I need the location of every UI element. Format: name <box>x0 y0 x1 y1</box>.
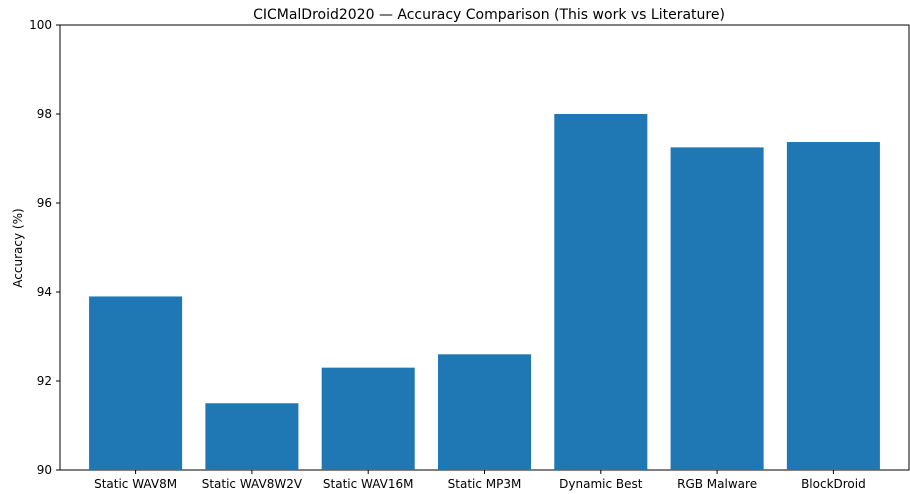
bar <box>89 296 183 470</box>
y-tick-label: 94 <box>37 285 52 299</box>
x-tick-label: Static MP3M <box>448 477 522 491</box>
y-axis-ticks: 90 92 94 96 98 100 <box>29 18 60 477</box>
x-tick-label: Static WAV8M <box>94 477 177 491</box>
x-tick-label: Static WAV16M <box>323 477 414 491</box>
bar <box>786 142 880 470</box>
y-tick-label: 90 <box>37 463 52 477</box>
bar <box>437 354 532 470</box>
bar <box>205 403 299 470</box>
x-tick-label: RGB Malware <box>677 477 757 491</box>
y-tick-label: 92 <box>37 374 52 388</box>
chart-title: CICMalDroid2020 — Accuracy Comparison (T… <box>253 7 725 23</box>
bars <box>89 114 880 470</box>
x-tick-label: Static WAV8W2V <box>202 477 303 491</box>
y-axis-title: Accuracy (%) <box>11 208 25 287</box>
y-tick-label: 96 <box>37 196 52 210</box>
x-tick-label: BlockDroid <box>801 477 866 491</box>
bar <box>554 114 648 470</box>
y-tick-label: 98 <box>37 107 52 121</box>
x-tick-label: Dynamic Best <box>559 477 643 491</box>
bar <box>321 367 415 470</box>
y-tick-label: 100 <box>29 18 52 32</box>
x-axis-ticks: Static WAV8M Static WAV8W2V Static WAV16M S… <box>94 470 866 491</box>
bar <box>670 147 764 470</box>
